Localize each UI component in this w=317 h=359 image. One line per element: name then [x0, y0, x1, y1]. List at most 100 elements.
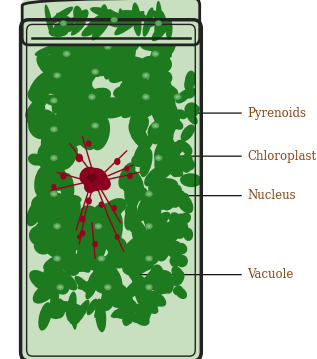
Ellipse shape — [40, 78, 66, 90]
Ellipse shape — [176, 109, 187, 119]
Ellipse shape — [106, 17, 128, 28]
Ellipse shape — [104, 17, 115, 54]
Ellipse shape — [92, 56, 118, 75]
Ellipse shape — [161, 97, 179, 131]
Ellipse shape — [144, 95, 147, 98]
Ellipse shape — [27, 102, 45, 120]
Ellipse shape — [114, 11, 145, 35]
Ellipse shape — [94, 125, 97, 127]
Ellipse shape — [140, 36, 156, 47]
Ellipse shape — [122, 246, 139, 266]
Ellipse shape — [143, 81, 159, 100]
Ellipse shape — [145, 284, 153, 290]
Ellipse shape — [62, 12, 83, 30]
Ellipse shape — [67, 292, 77, 321]
Ellipse shape — [160, 82, 172, 94]
Ellipse shape — [81, 247, 95, 266]
Ellipse shape — [56, 284, 64, 290]
Ellipse shape — [69, 129, 99, 146]
Ellipse shape — [46, 74, 68, 97]
Ellipse shape — [47, 132, 69, 152]
Ellipse shape — [53, 72, 61, 79]
Ellipse shape — [91, 122, 99, 129]
Ellipse shape — [128, 121, 150, 150]
Ellipse shape — [50, 229, 70, 253]
Ellipse shape — [151, 93, 176, 114]
Ellipse shape — [168, 184, 182, 195]
Ellipse shape — [81, 117, 94, 142]
Circle shape — [115, 234, 120, 240]
Ellipse shape — [173, 285, 183, 295]
Ellipse shape — [46, 240, 64, 257]
Ellipse shape — [108, 57, 139, 83]
Ellipse shape — [151, 51, 159, 57]
Ellipse shape — [178, 213, 191, 225]
Ellipse shape — [137, 197, 150, 222]
Ellipse shape — [125, 67, 152, 90]
Ellipse shape — [109, 9, 121, 28]
Ellipse shape — [94, 208, 115, 223]
Ellipse shape — [128, 71, 139, 99]
Ellipse shape — [94, 251, 110, 273]
Circle shape — [111, 205, 117, 211]
Ellipse shape — [78, 279, 106, 290]
Ellipse shape — [61, 48, 81, 69]
Ellipse shape — [108, 238, 127, 264]
Ellipse shape — [171, 119, 183, 130]
Ellipse shape — [155, 37, 172, 57]
Ellipse shape — [83, 254, 100, 270]
Ellipse shape — [52, 223, 71, 243]
Ellipse shape — [133, 312, 150, 326]
Ellipse shape — [106, 286, 109, 289]
Ellipse shape — [85, 277, 99, 299]
Ellipse shape — [94, 223, 102, 229]
Ellipse shape — [104, 287, 118, 311]
Ellipse shape — [121, 303, 133, 324]
Ellipse shape — [144, 165, 168, 187]
Ellipse shape — [28, 116, 51, 139]
Ellipse shape — [33, 219, 54, 239]
Ellipse shape — [125, 261, 139, 285]
Ellipse shape — [135, 289, 152, 311]
Ellipse shape — [81, 113, 104, 140]
Ellipse shape — [36, 190, 52, 212]
Ellipse shape — [185, 71, 196, 89]
Ellipse shape — [73, 6, 83, 24]
Ellipse shape — [151, 123, 175, 139]
Ellipse shape — [71, 85, 87, 116]
Ellipse shape — [29, 225, 52, 247]
Ellipse shape — [174, 226, 185, 239]
Ellipse shape — [181, 153, 193, 169]
Ellipse shape — [29, 71, 50, 95]
Ellipse shape — [48, 122, 63, 139]
Ellipse shape — [38, 72, 53, 92]
Ellipse shape — [149, 265, 164, 285]
Circle shape — [86, 140, 92, 147]
Ellipse shape — [119, 162, 135, 189]
Ellipse shape — [29, 270, 54, 292]
Ellipse shape — [155, 155, 162, 161]
Ellipse shape — [58, 24, 73, 48]
Ellipse shape — [25, 110, 44, 136]
Ellipse shape — [41, 236, 63, 252]
Ellipse shape — [92, 21, 99, 56]
Ellipse shape — [78, 50, 103, 68]
Ellipse shape — [168, 222, 180, 239]
Ellipse shape — [100, 257, 103, 260]
Ellipse shape — [113, 85, 133, 99]
Ellipse shape — [184, 102, 199, 117]
Ellipse shape — [52, 192, 55, 195]
Ellipse shape — [40, 187, 54, 201]
Ellipse shape — [60, 36, 71, 65]
Ellipse shape — [117, 284, 133, 306]
Ellipse shape — [65, 88, 85, 102]
Ellipse shape — [74, 66, 93, 105]
Ellipse shape — [175, 271, 184, 284]
Ellipse shape — [169, 212, 182, 228]
Ellipse shape — [52, 90, 67, 114]
Ellipse shape — [111, 17, 118, 23]
FancyBboxPatch shape — [19, 18, 203, 359]
Ellipse shape — [36, 81, 48, 100]
Ellipse shape — [176, 288, 187, 299]
Ellipse shape — [162, 161, 183, 177]
